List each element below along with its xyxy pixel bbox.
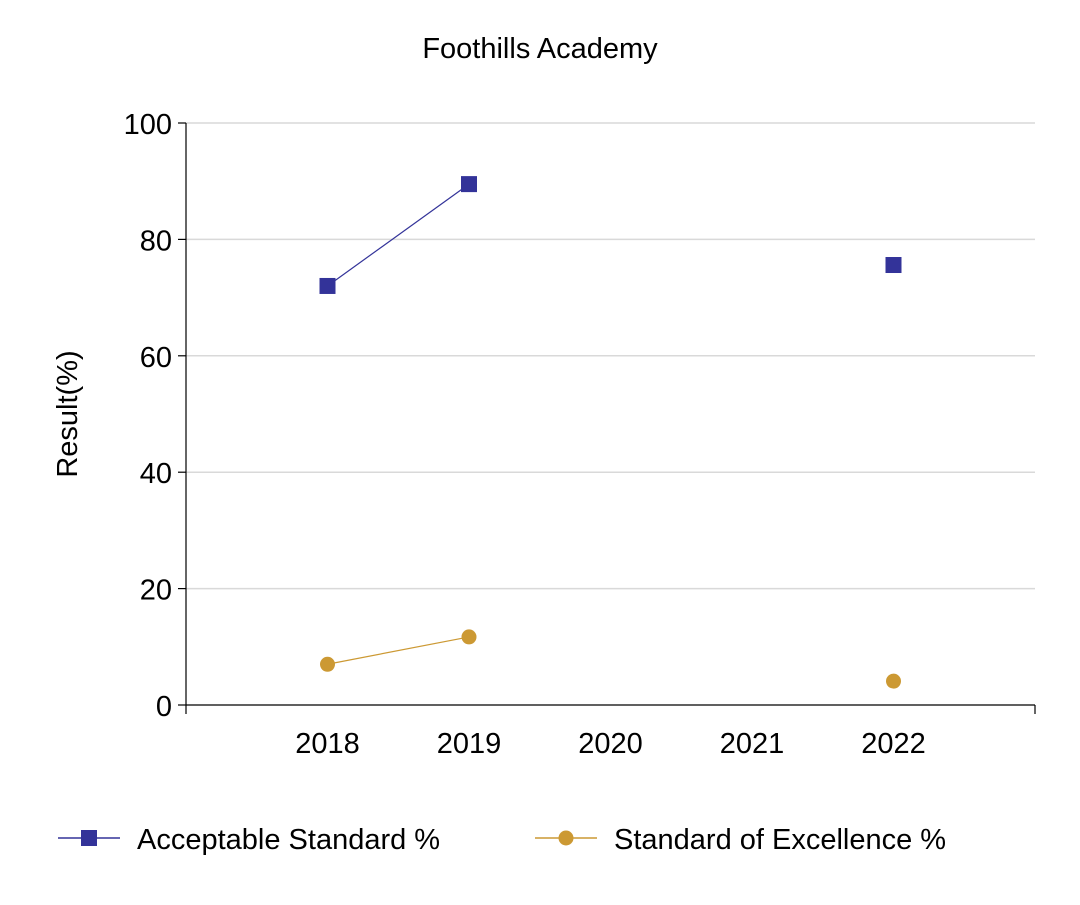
series-line-segment [327, 183, 470, 287]
x-tick-label: 2020 [578, 728, 643, 760]
y-tick-label: 0 [156, 691, 172, 723]
data-point [886, 673, 901, 689]
x-tick-label: 2021 [720, 728, 785, 760]
series-2 [320, 629, 901, 689]
legend-item-2[interactable]: Standard of Excellence % [535, 824, 946, 856]
data-point [319, 277, 336, 294]
axes [178, 122, 1036, 714]
legend-marker [81, 830, 97, 846]
data-point [320, 656, 335, 672]
x-tick-label: 2019 [437, 728, 502, 760]
data-point [885, 257, 902, 274]
y-axis-label: Result(%) [52, 350, 84, 477]
legend[interactable]: Acceptable Standard % Standard of Excelle… [58, 824, 946, 856]
gridlines [186, 122, 1035, 590]
y-tick-label: 80 [140, 225, 172, 257]
x-tick-label: 2018 [295, 728, 360, 760]
chart-title: Foothills Academy [422, 33, 658, 65]
data-point [461, 629, 477, 645]
legend-label: Standard of Excellence % [614, 824, 946, 856]
legend-marker [558, 830, 574, 846]
data-point [461, 176, 477, 193]
y-tick-label: 20 [140, 575, 172, 607]
series-1 [319, 176, 902, 294]
y-tick-label: 100 [124, 109, 172, 141]
tick-labels: 0 20 40 60 80 100 2018 2019 2020 2021 2022 [124, 109, 926, 760]
legend-item-1[interactable]: Acceptable Standard % [58, 824, 440, 856]
y-tick-label: 60 [140, 342, 172, 374]
legend-label: Acceptable Standard % [137, 824, 440, 856]
y-tick-label: 40 [140, 458, 172, 490]
series-group [319, 176, 902, 689]
series-line-segment [327, 636, 470, 665]
x-tick-label: 2022 [861, 728, 926, 760]
